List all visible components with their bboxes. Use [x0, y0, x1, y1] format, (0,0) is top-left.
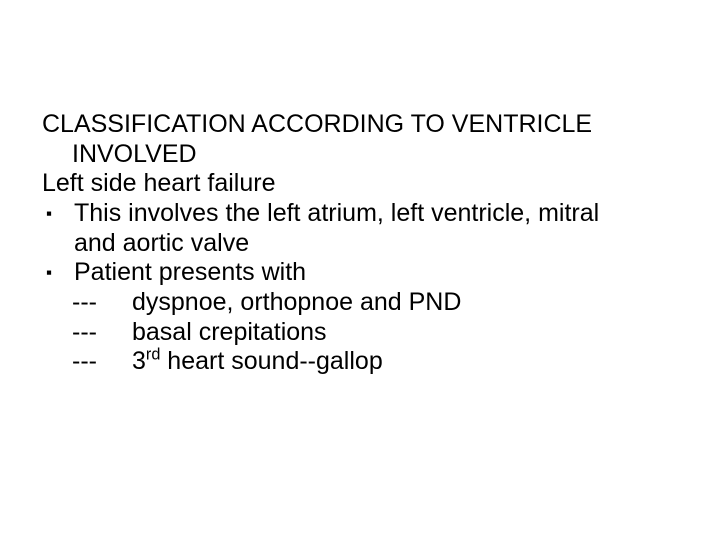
subheading: Left side heart failure: [42, 169, 680, 199]
dash-mark: ---: [72, 288, 132, 318]
dash-text: dyspnoe, orthopnoe and PND: [132, 288, 680, 318]
slide: CLASSIFICATION ACCORDING TO VENTRICLE IN…: [0, 0, 720, 540]
dash-text: 3rd heart sound--gallop: [132, 347, 680, 377]
ordinal-suffix: heart sound--gallop: [160, 347, 382, 375]
dash-item: --- dyspnoe, orthopnoe and PND: [42, 288, 680, 318]
bullet-item: ▪ This involves the left atrium, left ve…: [42, 199, 680, 229]
bullet-square-icon: ▪: [42, 199, 74, 229]
heading-line-1: CLASSIFICATION ACCORDING TO VENTRICLE: [42, 110, 680, 140]
bullet-text: This involves the left atrium, left vent…: [74, 199, 680, 229]
bullet-square-icon: ▪: [42, 258, 74, 288]
ordinal-super: rd: [146, 346, 160, 364]
dash-mark: ---: [72, 318, 132, 348]
dash-mark: ---: [72, 347, 132, 377]
dash-item: --- basal crepitations: [42, 318, 680, 348]
bullet-text-cont: and aortic valve: [42, 229, 680, 259]
bullet-text: Patient presents with: [74, 258, 680, 288]
dash-item: --- 3rd heart sound--gallop: [42, 347, 680, 377]
bullet-item: ▪ Patient presents with: [42, 258, 680, 288]
dash-text: basal crepitations: [132, 318, 680, 348]
ordinal-prefix: 3: [132, 347, 146, 375]
heading-line-2: INVOLVED: [42, 140, 680, 170]
